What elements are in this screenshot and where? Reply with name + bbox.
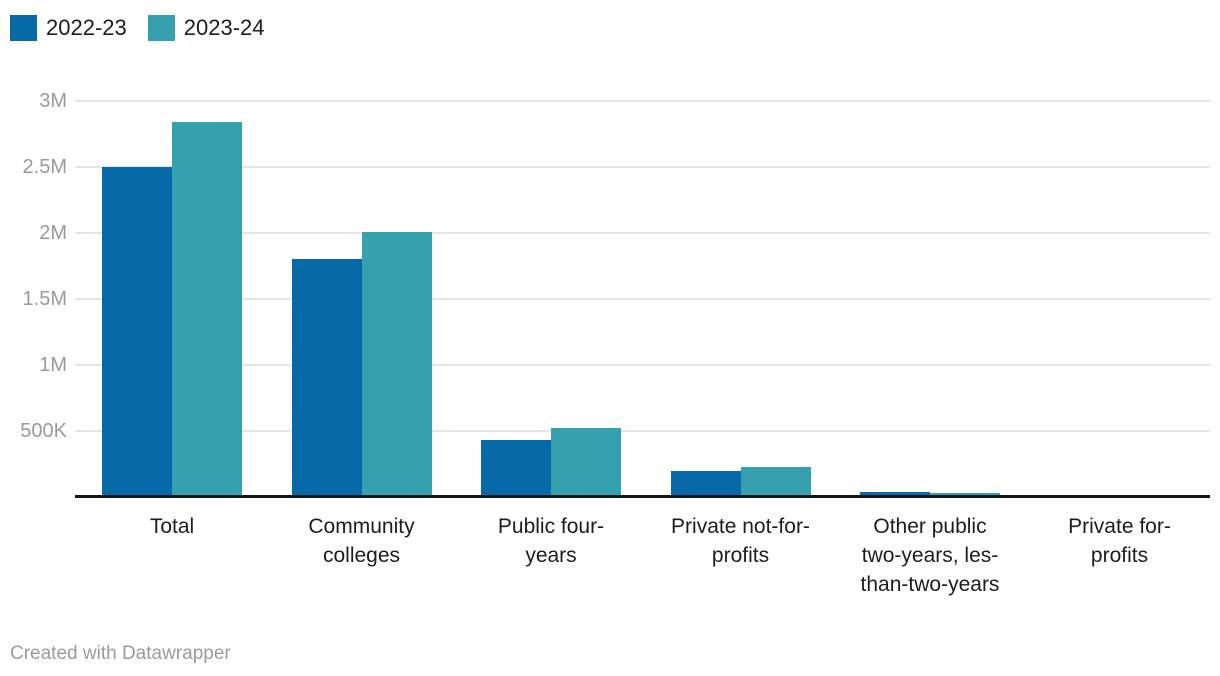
gridline — [75, 232, 1210, 234]
bar — [102, 167, 172, 497]
legend-swatch — [10, 15, 37, 41]
legend-item: 2022-23 — [10, 15, 127, 41]
legend-label: 2023-24 — [183, 15, 265, 40]
gridline — [75, 166, 1210, 168]
x-axis-label: Private for- profits — [1068, 515, 1171, 567]
legend-item: 2023-24 — [147, 15, 265, 41]
y-tick-label: 1M — [39, 354, 67, 376]
x-axis-label: Community colleges — [308, 515, 415, 567]
y-tick-label: 2M — [39, 222, 67, 244]
bar — [740, 467, 811, 497]
x-axis-label: Private not-for- profits — [671, 515, 810, 567]
x-axis-line — [75, 495, 1210, 498]
legend: 2022-23 2023-24 — [10, 15, 265, 41]
bar — [860, 491, 930, 497]
x-axis-label: Total — [149, 515, 195, 538]
gridline — [75, 430, 1210, 432]
x-axis-label: Public four- years — [497, 515, 605, 567]
bar — [481, 439, 551, 497]
gridline — [75, 298, 1210, 300]
x-axis-label: Other public two-years, les- than-two-ye… — [860, 515, 1000, 596]
datawrapper-credit-link[interactable]: Created with Datawrapper — [10, 643, 231, 664]
y-tick-label: 1.5M — [22, 288, 67, 310]
bar — [172, 122, 242, 497]
gridline — [75, 364, 1210, 366]
y-tick-label: 3M — [39, 90, 67, 112]
bar — [361, 231, 432, 497]
bar — [670, 470, 741, 497]
y-tick-label: 500K — [20, 420, 67, 442]
legend-swatch — [147, 15, 175, 41]
bar — [291, 259, 362, 497]
bar — [551, 428, 621, 497]
y-tick-label: 2.5M — [22, 156, 67, 178]
legend-label: 2022-23 — [46, 15, 127, 40]
gridline — [75, 100, 1210, 102]
